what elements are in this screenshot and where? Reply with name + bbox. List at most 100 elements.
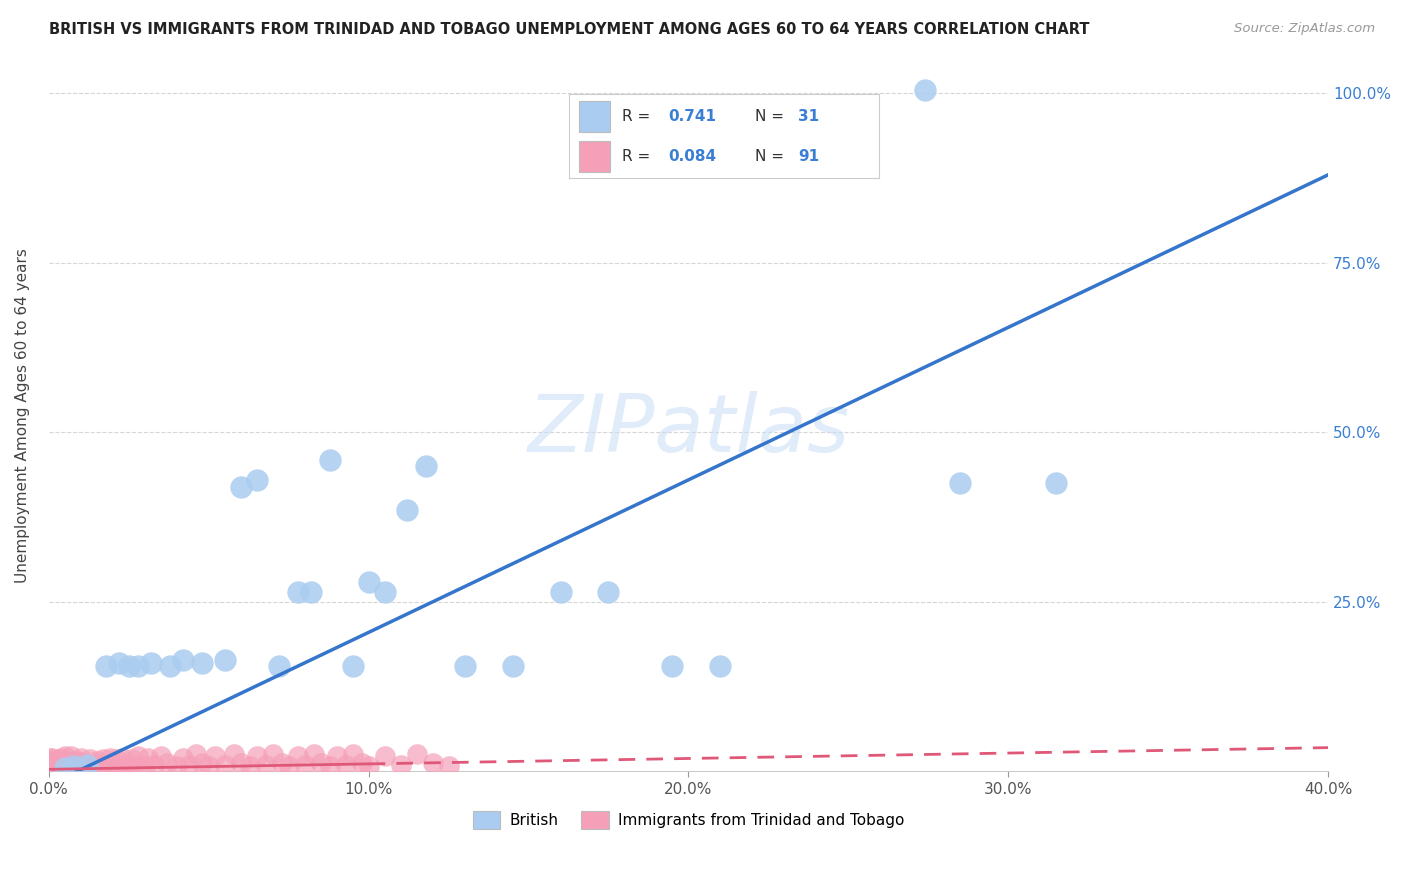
Point <box>108 759 131 773</box>
Point <box>76 757 98 772</box>
Point <box>98 751 121 765</box>
Point <box>60 762 83 776</box>
Point <box>53 759 76 773</box>
Text: R =: R = <box>621 109 650 124</box>
Point <box>405 747 427 762</box>
Point <box>53 749 76 764</box>
Point <box>299 584 322 599</box>
Point <box>96 759 118 773</box>
Point <box>46 758 69 772</box>
Point <box>172 652 194 666</box>
Point <box>139 656 162 670</box>
Text: N =: N = <box>755 149 785 164</box>
Point <box>69 751 91 765</box>
Point <box>96 659 118 673</box>
Point <box>914 83 936 97</box>
Point <box>453 659 475 673</box>
Point <box>246 473 269 487</box>
Point <box>335 757 357 772</box>
Point <box>1045 476 1067 491</box>
Point <box>415 459 437 474</box>
Point <box>134 759 156 773</box>
Point <box>66 754 89 768</box>
Point <box>51 757 73 772</box>
Point <box>254 757 277 772</box>
Point <box>41 764 63 779</box>
Point <box>104 752 127 766</box>
Point <box>56 762 79 776</box>
Point <box>229 756 252 771</box>
Point <box>204 749 226 764</box>
Point <box>118 659 141 673</box>
Point <box>143 757 166 772</box>
Point <box>53 754 76 768</box>
Point <box>38 764 60 779</box>
Point <box>53 761 76 775</box>
Point <box>550 584 572 599</box>
Point <box>709 659 731 673</box>
Text: 0.084: 0.084 <box>668 149 717 164</box>
Point <box>44 754 66 768</box>
Point <box>46 752 69 766</box>
Point <box>66 761 89 775</box>
Point <box>294 757 316 772</box>
Point <box>302 747 325 762</box>
Point <box>83 759 105 773</box>
Point <box>76 760 98 774</box>
Point <box>86 754 108 768</box>
Point <box>91 752 114 766</box>
Point <box>191 756 214 771</box>
Point <box>374 584 396 599</box>
Legend: British, Immigrants from Trinidad and Tobago: British, Immigrants from Trinidad and To… <box>467 805 910 835</box>
Point <box>38 754 60 768</box>
Point <box>149 749 172 764</box>
Point <box>357 574 380 589</box>
Point <box>229 480 252 494</box>
Point <box>661 659 683 673</box>
Point <box>179 757 201 772</box>
Point <box>63 759 86 773</box>
Point <box>127 749 149 764</box>
Point <box>60 749 83 764</box>
Point <box>342 747 364 762</box>
Point <box>41 751 63 765</box>
Text: N =: N = <box>755 109 785 124</box>
Point <box>56 756 79 771</box>
Text: Source: ZipAtlas.com: Source: ZipAtlas.com <box>1234 22 1375 36</box>
Point <box>422 756 444 771</box>
Text: 91: 91 <box>799 149 820 164</box>
Point <box>172 751 194 765</box>
Point <box>214 652 236 666</box>
Point <box>374 749 396 764</box>
Point <box>267 659 290 673</box>
Point <box>136 751 159 765</box>
Point <box>51 751 73 765</box>
Point <box>357 759 380 773</box>
Point <box>224 747 246 762</box>
Text: BRITISH VS IMMIGRANTS FROM TRINIDAD AND TOBAGO UNEMPLOYMENT AMONG AGES 60 TO 64 : BRITISH VS IMMIGRANTS FROM TRINIDAD AND … <box>49 22 1090 37</box>
Point <box>44 759 66 773</box>
FancyBboxPatch shape <box>579 141 610 171</box>
Point <box>191 656 214 670</box>
Point <box>184 747 207 762</box>
Point <box>53 763 76 777</box>
Point <box>69 757 91 772</box>
Point <box>51 762 73 776</box>
Point <box>239 759 262 773</box>
Point <box>319 452 342 467</box>
Point <box>69 762 91 776</box>
Point <box>108 656 131 670</box>
Text: 31: 31 <box>799 109 820 124</box>
Point <box>271 756 294 771</box>
Point <box>124 759 146 773</box>
Text: 0.741: 0.741 <box>668 109 717 124</box>
Point <box>342 659 364 673</box>
Point <box>197 759 219 773</box>
Point <box>262 747 284 762</box>
Point <box>246 749 269 764</box>
Point <box>352 756 374 771</box>
Point <box>44 763 66 777</box>
Point <box>41 762 63 776</box>
Point <box>63 754 86 768</box>
Point <box>156 756 179 771</box>
